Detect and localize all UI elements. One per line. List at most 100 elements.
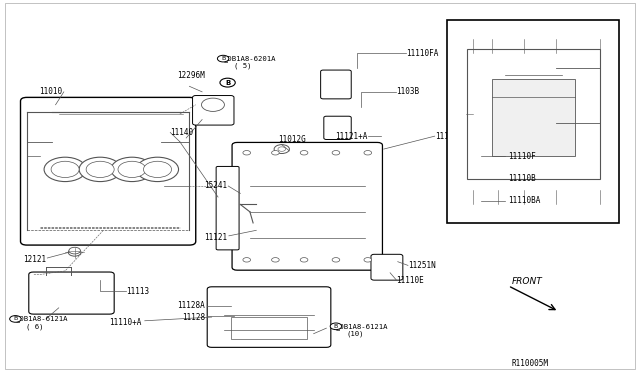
Text: B: B [598, 32, 603, 38]
Text: 11110E: 11110E [396, 276, 424, 285]
Circle shape [364, 151, 372, 155]
Circle shape [86, 161, 114, 177]
Bar [447, 20, 620, 223]
Text: A: A [470, 32, 476, 38]
Text: 12296M: 12296M [177, 71, 204, 80]
Text: FRONT: FRONT [512, 278, 543, 286]
Bar [548, 31, 563, 39]
Text: 11113: 11113 [125, 287, 148, 296]
Bar [466, 31, 480, 39]
Circle shape [51, 161, 79, 177]
Circle shape [143, 161, 172, 177]
Text: A: A [522, 32, 526, 38]
Text: B: B [225, 80, 230, 86]
Bar [231, 317, 307, 339]
Circle shape [69, 247, 81, 254]
Text: 11110+A: 11110+A [109, 318, 141, 327]
Text: A: A [554, 32, 558, 38]
Text: A: A [554, 205, 558, 211]
Text: B: B [470, 176, 476, 182]
Bar [517, 31, 531, 39]
Bar [466, 197, 480, 205]
Text: ( 5): ( 5) [234, 63, 252, 69]
Circle shape [220, 78, 236, 87]
Circle shape [243, 151, 250, 155]
Text: 15241: 15241 [204, 182, 228, 190]
Text: 11251N: 11251N [408, 261, 436, 270]
Text: Ⓑ0B1A8-6121A: Ⓑ0B1A8-6121A [15, 315, 68, 322]
Text: 11110F: 11110F [508, 152, 536, 161]
Text: 11128: 11128 [182, 312, 205, 321]
Bar [466, 153, 480, 161]
Circle shape [332, 151, 340, 155]
Text: 1103B: 1103B [396, 87, 420, 96]
FancyBboxPatch shape [193, 96, 234, 125]
FancyBboxPatch shape [216, 166, 239, 250]
Circle shape [271, 258, 279, 262]
Bar [466, 174, 480, 183]
Text: A: A [470, 154, 476, 160]
Bar [485, 31, 499, 39]
Text: A: A [490, 32, 495, 38]
Circle shape [278, 147, 285, 151]
FancyBboxPatch shape [371, 254, 403, 280]
Circle shape [136, 157, 179, 182]
Bar [492, 79, 575, 157]
Circle shape [218, 55, 229, 62]
Bar [517, 204, 531, 212]
Text: R110005M: R110005M [512, 359, 548, 368]
Circle shape [364, 258, 372, 262]
Circle shape [330, 323, 342, 330]
Bar [548, 204, 563, 212]
Text: 11010: 11010 [40, 87, 63, 96]
Text: C: C [456, 111, 461, 117]
FancyBboxPatch shape [321, 70, 351, 99]
Text: Ⓑ0B1A8-6121A: Ⓑ0B1A8-6121A [336, 323, 388, 330]
Circle shape [111, 157, 153, 182]
Text: 11110FA: 11110FA [406, 49, 438, 58]
Text: 11110BA: 11110BA [508, 196, 540, 205]
Text: (10): (10) [347, 330, 364, 337]
Text: 11121: 11121 [204, 233, 228, 242]
Text: 11110: 11110 [435, 132, 458, 141]
Circle shape [300, 151, 308, 155]
Text: ( 6): ( 6) [26, 323, 43, 330]
Circle shape [79, 157, 121, 182]
Bar [593, 204, 607, 212]
Text: 11110B: 11110B [508, 174, 536, 183]
Text: 11140: 11140 [170, 128, 193, 137]
Text: 12121: 12121 [23, 255, 46, 264]
Bar [593, 31, 607, 39]
FancyBboxPatch shape [20, 97, 196, 245]
Bar [492, 204, 506, 212]
Circle shape [243, 258, 250, 262]
Bar [452, 110, 466, 118]
FancyBboxPatch shape [29, 272, 114, 314]
Text: B: B [598, 205, 603, 211]
Text: B: B [496, 205, 500, 211]
FancyBboxPatch shape [324, 116, 351, 140]
Text: B: B [334, 324, 338, 329]
Circle shape [332, 258, 340, 262]
Circle shape [44, 157, 86, 182]
FancyBboxPatch shape [232, 142, 383, 270]
Circle shape [118, 161, 146, 177]
Circle shape [274, 145, 289, 154]
Circle shape [68, 249, 81, 256]
Text: 11012G: 11012G [278, 135, 307, 144]
Text: 11128A: 11128A [177, 301, 205, 311]
FancyBboxPatch shape [207, 287, 331, 347]
Bar [466, 204, 480, 212]
Circle shape [202, 98, 225, 112]
Bar [467, 49, 600, 179]
Text: A: A [470, 205, 476, 211]
Circle shape [271, 151, 279, 155]
Circle shape [300, 258, 308, 262]
Text: B: B [221, 56, 225, 61]
Text: A: A [522, 205, 526, 211]
Text: C: C [470, 198, 476, 204]
Text: 11121+A: 11121+A [335, 132, 368, 141]
Circle shape [10, 315, 21, 322]
Text: B: B [13, 317, 17, 321]
Text: ⒷDB1A8-6201A: ⒷDB1A8-6201A [223, 55, 276, 62]
